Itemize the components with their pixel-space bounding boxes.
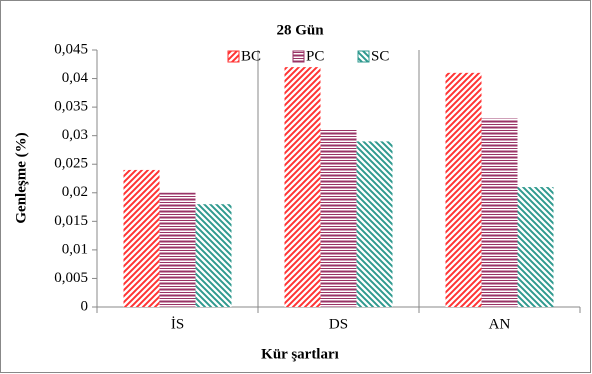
y-tick-label: 0,005 xyxy=(54,270,88,286)
legend-swatch xyxy=(357,50,370,63)
bar xyxy=(159,192,196,307)
y-tick-label: 0,04 xyxy=(62,70,89,86)
y-tick-label: 0,045 xyxy=(54,41,88,57)
bar xyxy=(356,141,393,307)
y-tick-label: 0,01 xyxy=(62,241,88,257)
bar xyxy=(445,72,482,307)
bar xyxy=(320,129,357,307)
y-tick-label: 0,02 xyxy=(62,184,88,200)
x-axis-label: Kür şartları xyxy=(261,346,339,362)
x-tick-label: DS xyxy=(329,316,348,332)
legend-label: PC xyxy=(306,48,324,64)
y-tick-label: 0,035 xyxy=(54,99,88,115)
chart-title: 28 Gün xyxy=(276,22,324,38)
bar xyxy=(195,204,232,307)
bar xyxy=(517,187,554,307)
y-tick-label: 0,015 xyxy=(54,213,88,229)
bar xyxy=(481,118,518,308)
y-tick-label: 0,025 xyxy=(54,156,88,172)
legend-label: SC xyxy=(371,48,389,64)
y-axis-label: Genleşme (%) xyxy=(13,132,29,223)
legend-swatch xyxy=(227,50,240,63)
y-tick-label: 0 xyxy=(81,298,89,314)
y-tick-label: 0,03 xyxy=(62,127,88,143)
bar xyxy=(284,67,321,307)
x-tick-label: AN xyxy=(489,316,511,332)
bar xyxy=(123,169,160,307)
legend-swatch xyxy=(292,50,305,63)
legend-label: BC xyxy=(241,48,261,64)
x-tick-label: İS xyxy=(171,316,184,332)
